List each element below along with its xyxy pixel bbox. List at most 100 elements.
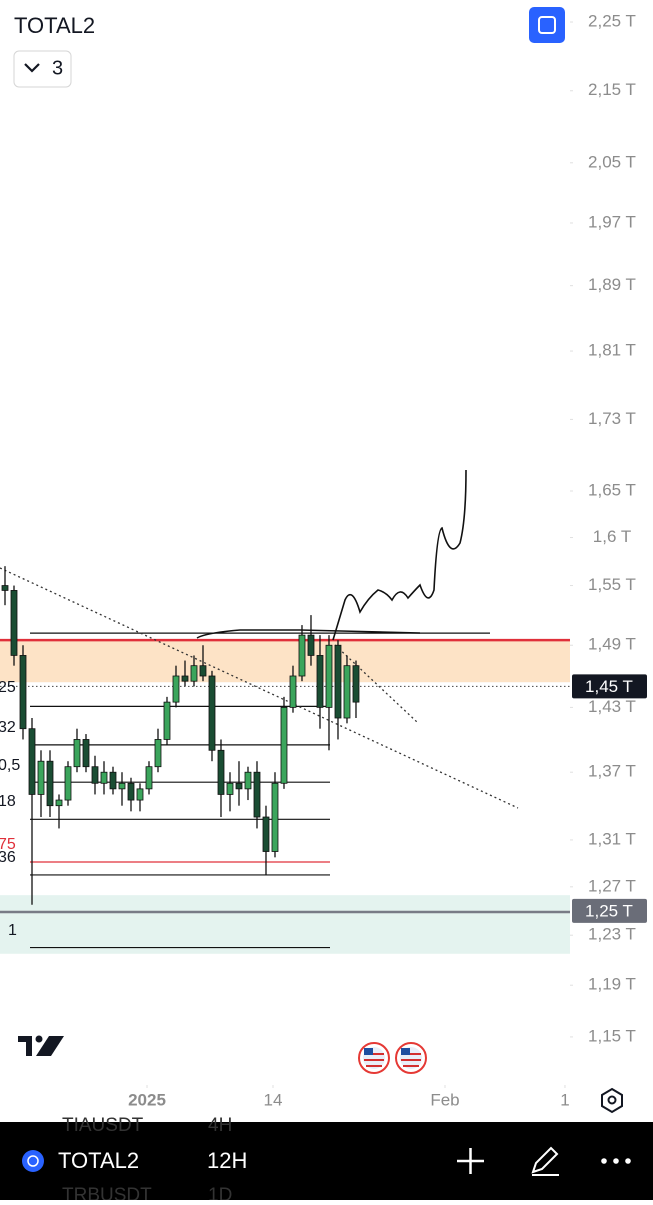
symbol-title: TOTAL2 (14, 13, 95, 38)
price-label-box (572, 898, 647, 923)
candle-body (172, 675, 180, 703)
zone (0, 895, 570, 954)
candle-body (199, 665, 207, 677)
candle-body (91, 766, 99, 784)
y-tick-label: 1,19 T (588, 975, 636, 994)
projection-path (332, 469, 467, 641)
candle-body (136, 788, 144, 801)
candle-body (352, 665, 360, 703)
x-tick-label: 14 (264, 1090, 283, 1109)
y-tick-label: 1,89 T (588, 275, 636, 294)
settings-button[interactable] (601, 1087, 623, 1114)
fib-label: 25 (0, 679, 16, 696)
add-button[interactable] (457, 1148, 484, 1174)
candle-body (64, 766, 72, 801)
footer-interval[interactable]: 12H (207, 1148, 247, 1173)
y-tick-label: 2,05 T (588, 152, 636, 171)
y-tick-label: 1,49 T (588, 635, 636, 654)
trend-line (334, 644, 418, 723)
bottom-bar (0, 1122, 653, 1200)
fib-label: 18 (0, 793, 16, 810)
curve-drawing (196, 629, 421, 639)
more-button[interactable] (601, 1158, 631, 1164)
zone (0, 641, 570, 683)
fib-label: 75 (0, 836, 16, 853)
fib-label: 36 (0, 849, 16, 866)
candle-body (316, 655, 324, 708)
symbol-icon (22, 1150, 44, 1172)
footer-symbol[interactable]: TOTAL2 (58, 1148, 139, 1173)
price-label: 1,25 T (585, 901, 633, 920)
price-label-box (572, 674, 647, 699)
y-tick-label: 1,65 T (588, 480, 636, 499)
candle-body (109, 771, 117, 790)
candle-body (127, 782, 135, 801)
chevron-icon (24, 63, 40, 73)
candle-body (190, 665, 198, 682)
candle-body (217, 749, 225, 795)
candle-body (307, 634, 315, 656)
y-tick-label: 1,15 T (588, 1026, 636, 1045)
candle-body (1, 585, 9, 591)
candle-body (82, 739, 90, 768)
fib-label: 32 (0, 719, 16, 736)
candle-body (208, 675, 216, 751)
candle-body (289, 675, 297, 708)
candle-body (181, 675, 189, 682)
candle-body (145, 766, 153, 790)
trend-line (0, 567, 519, 809)
draw-button[interactable] (531, 1146, 559, 1176)
x-tick-label: 1 (560, 1090, 569, 1109)
event-flag[interactable] (358, 1042, 390, 1074)
candle-body (298, 634, 306, 677)
y-tick-label: 1,37 T (588, 762, 636, 781)
y-tick-label: 2,25 T (588, 12, 636, 31)
ghost-symbol: TIAUSDT (62, 1115, 144, 1136)
y-tick-label: 2,15 T (588, 80, 636, 99)
tv-logo (18, 1035, 64, 1056)
candle-body (100, 771, 108, 784)
y-tick-label: 1,81 T (588, 341, 636, 360)
symbol-icon-mark (27, 1155, 39, 1167)
candle-body (154, 739, 162, 768)
candle-body (55, 799, 63, 807)
y-tick-label: 1,97 T (588, 212, 636, 231)
price-label: 1,45 T (585, 677, 633, 696)
event-flag[interactable] (395, 1042, 427, 1074)
candle-body (226, 782, 234, 795)
y-tick-label: 1,55 T (588, 575, 636, 594)
indicators-toggle[interactable] (13, 50, 72, 88)
candle-body (253, 771, 261, 818)
fib-label: 1 (8, 922, 17, 939)
ghost-interval: 1D (208, 1185, 232, 1200)
fib-label: 0,5 (0, 757, 20, 774)
candle-body (163, 701, 171, 740)
candle-body (235, 782, 243, 790)
candle-body (343, 665, 351, 719)
drawings (0, 469, 519, 809)
candle-body (19, 655, 27, 730)
y-tick-label: 1,43 T (588, 697, 636, 716)
y-tick-label: 1,23 T (588, 925, 636, 944)
indicators-count: 3 (52, 57, 63, 79)
candle-body (37, 760, 45, 795)
candle-body (46, 760, 54, 807)
candle-body (325, 644, 333, 708)
candle-body (271, 782, 279, 852)
y-tick-label: 1,73 T (588, 409, 636, 428)
candle-body (10, 590, 18, 656)
y-tick-label: 1,27 T (588, 876, 636, 895)
candle-body (334, 644, 342, 719)
fullscreen-button[interactable] (529, 7, 565, 43)
candle-body (280, 706, 288, 784)
candle-body (28, 728, 36, 795)
candle-body (73, 739, 81, 768)
candle-body (244, 771, 252, 790)
y-tick-label: 1,31 T (588, 829, 636, 848)
y-tick-label: 1,6 T (593, 527, 631, 546)
candle-body (118, 782, 126, 790)
x-tick-label: 2025 (128, 1090, 166, 1109)
ghost-interval: 4H (208, 1115, 232, 1136)
fullscreen-icon (538, 16, 556, 34)
